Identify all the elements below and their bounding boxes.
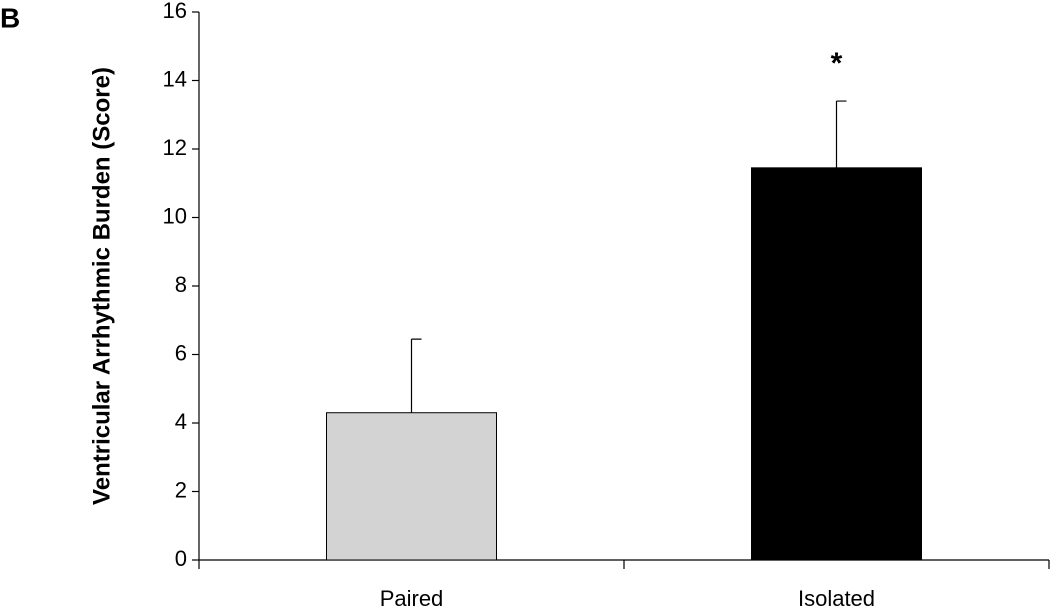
y-axis-label: Ventricular Arrhythmic Burden (Score) [88, 67, 115, 505]
y-tick-label: 0 [175, 546, 187, 571]
x-tick-label: Paired [380, 586, 444, 610]
y-tick-label: 14 [163, 66, 187, 91]
x-tick-label: Isolated [798, 586, 875, 610]
y-tick-label: 8 [175, 272, 187, 297]
error-bar [410, 338, 422, 413]
y-tick-label: 2 [175, 477, 187, 502]
panel-label: B [0, 2, 20, 33]
y-tick-label: 16 [163, 0, 187, 23]
y-tick-label: 6 [175, 340, 187, 365]
error-bar [835, 100, 847, 168]
significance-marker: * [831, 47, 843, 80]
y-tick-label: 4 [175, 409, 187, 434]
bar [326, 412, 497, 561]
bar [751, 167, 922, 561]
y-tick-label: 12 [163, 135, 187, 160]
y-tick-label: 10 [163, 203, 187, 228]
